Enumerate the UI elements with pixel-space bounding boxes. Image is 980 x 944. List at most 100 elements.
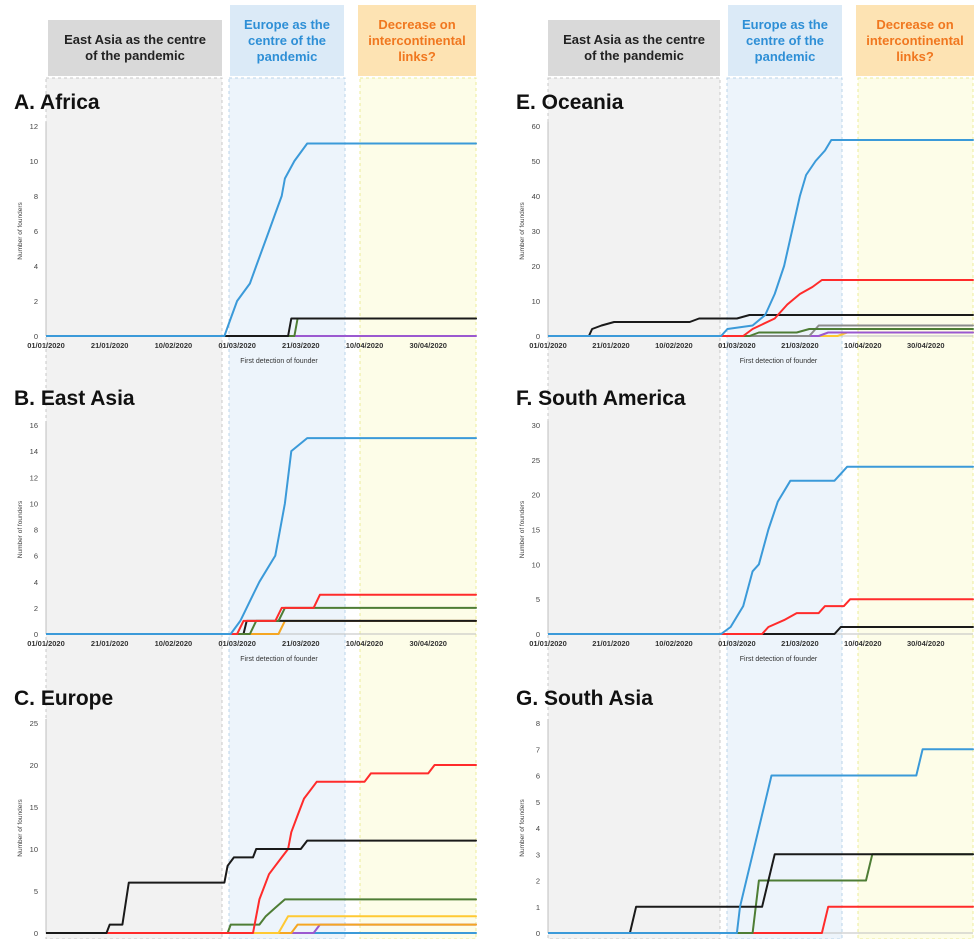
y-tick-label: 10: [30, 499, 38, 508]
x-tick-label: 21/03/2020: [781, 639, 819, 648]
y-tick-label: 30: [532, 227, 540, 236]
y-tick-label: 10: [532, 297, 540, 306]
panel-title: F. South America: [516, 387, 686, 410]
period-header-gray-col1: East Asia as the centre of the pandemic: [48, 20, 222, 76]
panel-E: E. Oceania 0 10 20 30 40 50 60 Number of founder…: [516, 91, 974, 365]
period-header-gray-col2: East Asia as the centre of the pandemic: [548, 20, 720, 76]
y-tick-label: 25: [532, 456, 540, 465]
x-tick-label: 21/01/2020: [91, 341, 129, 350]
x-tick-label: 21/01/2020: [91, 639, 129, 648]
series-line-blue: [548, 139, 974, 337]
series-line-blue: [548, 465, 974, 635]
y-tick-label: 16: [30, 421, 38, 430]
x-tick-label: 10/04/2020: [844, 341, 882, 350]
period-header-orange-col2: Decrease on intercontinental links?: [856, 5, 974, 76]
y-tick-label: 5: [536, 798, 540, 807]
y-tick-label: 4: [34, 262, 38, 271]
panel-title: B. East Asia: [14, 387, 135, 410]
band-east-asia: [45, 77, 223, 940]
y-tick-label: 20: [532, 491, 540, 500]
y-axis-label: Number of founders: [17, 202, 24, 260]
y-tick-label: 3: [536, 850, 540, 859]
x-tick-label: 30/04/2020: [907, 341, 945, 350]
y-tick-label: 60: [532, 122, 540, 131]
y-tick-label: 4: [34, 578, 38, 587]
x-tick-label: 01/03/2020: [718, 639, 756, 648]
y-tick-label: 14: [30, 447, 38, 456]
x-tick-label: 21/01/2020: [592, 639, 630, 648]
x-tick-label: 21/03/2020: [282, 341, 320, 350]
y-tick-label: 0: [536, 332, 540, 341]
y-tick-label: 30: [532, 421, 540, 430]
y-tick-label: 8: [34, 526, 38, 535]
x-tick-label: 30/04/2020: [907, 639, 945, 648]
y-tick-label: 15: [30, 803, 38, 812]
y-tick-label: 2: [34, 604, 38, 613]
y-tick-label: 0: [536, 929, 540, 938]
y-tick-label: 10: [30, 845, 38, 854]
y-tick-label: 8: [34, 192, 38, 201]
y-tick-label: 6: [536, 772, 540, 781]
y-tick-label: 12: [30, 122, 38, 131]
x-tick-label: 01/03/2020: [218, 341, 256, 350]
x-tick-label: 01/01/2020: [529, 639, 567, 648]
band-decrease: [857, 77, 974, 940]
y-axis-label: Number of founders: [17, 799, 24, 857]
band-europe: [726, 77, 843, 940]
panel-G: G. South Asia 0 1 2 3 4 5 6 7 8 Number of founders: [516, 687, 974, 938]
x-tick-label: 01/01/2020: [529, 341, 567, 350]
series-line-black: [46, 839, 477, 934]
y-tick-label: 12: [30, 473, 38, 482]
x-tick-label: 01/03/2020: [718, 341, 756, 350]
y-tick-label: 6: [34, 227, 38, 236]
panel-A: A. Africa 0 2 4 6 8 10 12 Number of founders 01/0…: [14, 91, 477, 365]
x-tick-label: 21/03/2020: [282, 639, 320, 648]
y-tick-label: 40: [532, 192, 540, 201]
period-header-orange-col1: Decrease on intercontinental links?: [358, 5, 476, 76]
y-tick-label: 4: [536, 824, 540, 833]
band-decrease: [359, 77, 477, 940]
y-tick-label: 5: [34, 887, 38, 896]
x-axis-label: First detection of founder: [740, 656, 818, 663]
panel-title: E. Oceania: [516, 91, 624, 114]
x-axis-label: First detection of founder: [240, 358, 318, 365]
series-line-blue: [46, 142, 477, 337]
period-header-blue-col2: Europe as the centre of the pandemic: [728, 5, 842, 76]
series-line-red: [548, 598, 974, 635]
period-bands-column-2: [547, 77, 974, 940]
y-tick-label: 1: [536, 903, 540, 912]
y-axis-label: Number of founders: [519, 500, 526, 558]
x-tick-label: 10/02/2020: [655, 341, 693, 350]
period-header-blue-col1: Europe as the centre of the pandemic: [230, 5, 344, 76]
x-tick-label: 10/04/2020: [346, 341, 384, 350]
y-tick-label: 2: [34, 297, 38, 306]
series-line-blue: [548, 748, 974, 934]
x-tick-label: 21/01/2020: [592, 341, 630, 350]
band-europe: [228, 77, 346, 940]
y-tick-label: 5: [536, 595, 540, 604]
y-tick-label: 2: [536, 877, 540, 886]
panel-C: C. Europe 0 5 10 15 20 25 Number of founders: [14, 687, 477, 938]
series-line-red: [46, 764, 477, 934]
x-tick-label: 30/04/2020: [409, 639, 447, 648]
y-tick-label: 7: [536, 745, 540, 754]
series-line-red: [46, 593, 477, 635]
series-line-black: [548, 314, 974, 337]
x-tick-label: 10/04/2020: [346, 639, 384, 648]
y-tick-label: 50: [532, 157, 540, 166]
y-tick-label: 20: [532, 262, 540, 271]
x-tick-label: 10/04/2020: [844, 639, 882, 648]
panel-F: F. South America 0 5 10 15 20 25 30 Number of fo…: [516, 387, 974, 663]
y-tick-label: 15: [532, 526, 540, 535]
x-tick-label: 01/01/2020: [27, 341, 65, 350]
x-tick-label: 10/02/2020: [155, 639, 193, 648]
y-tick-label: 10: [532, 560, 540, 569]
x-tick-label: 30/04/2020: [409, 341, 447, 350]
x-tick-label: 10/02/2020: [155, 341, 193, 350]
x-axis-label: First detection of founder: [240, 656, 318, 663]
y-tick-label: 0: [536, 630, 540, 639]
series-line-blue: [46, 437, 477, 635]
x-axis-label: First detection of founder: [740, 358, 818, 365]
